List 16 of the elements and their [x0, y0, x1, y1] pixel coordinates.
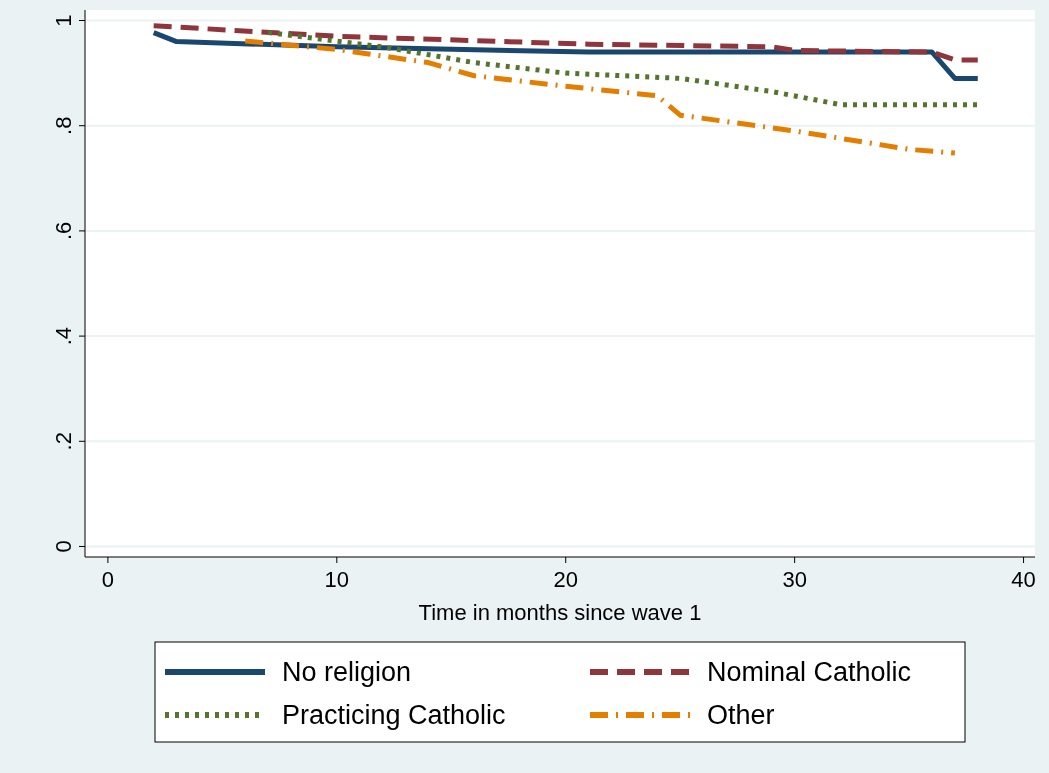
x-tick-label: 10 [324, 567, 350, 592]
x-tick-label: 30 [782, 567, 807, 592]
x-tick-label: 0 [101, 567, 115, 592]
y-tick-label: 0 [51, 540, 76, 553]
legend-label: Practicing Catholic [282, 700, 506, 730]
y-tick-label: .6 [51, 221, 76, 241]
legend-label: Nominal Catholic [707, 657, 912, 687]
y-tick-label: .8 [51, 116, 76, 135]
legend-label: Other [707, 700, 775, 730]
x-tick-label: 40 [1011, 567, 1036, 592]
y-tick-label: .2 [51, 432, 76, 451]
x-axis-title: Time in months since wave 1 [418, 600, 702, 625]
y-tick-label: 1 [51, 14, 76, 27]
legend-label: No religion [282, 657, 412, 687]
x-tick-label: 20 [553, 567, 578, 592]
y-tick-label: .4 [51, 326, 76, 346]
